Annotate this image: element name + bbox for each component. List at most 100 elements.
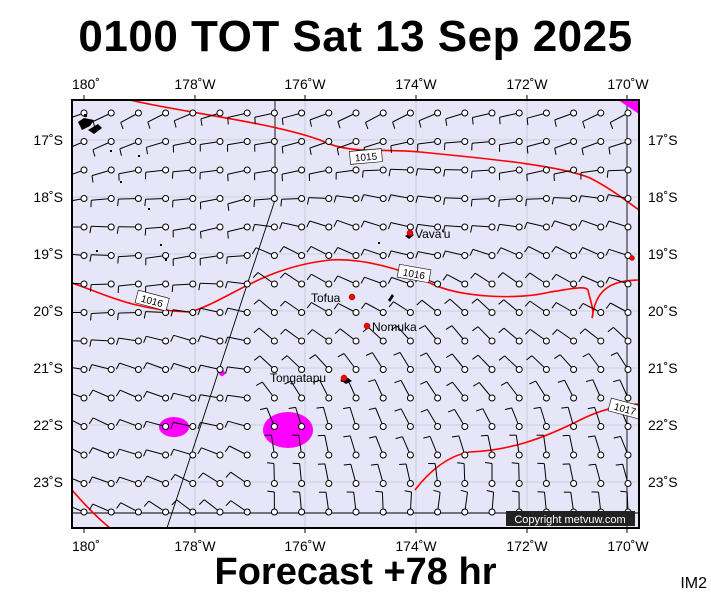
wind-barb	[336, 138, 360, 156]
wind-barb	[498, 299, 523, 316]
wind-barb	[170, 334, 197, 345]
wind-barb	[443, 195, 469, 205]
wind-barb	[552, 329, 578, 345]
lat-label: 19˚S	[648, 246, 678, 262]
wind-barb	[333, 247, 360, 259]
wind-barb	[480, 434, 496, 459]
wind-barb	[551, 246, 578, 259]
wind-barb	[72, 393, 88, 402]
wind-barb	[445, 109, 469, 126]
wind-barb	[198, 280, 224, 291]
lon-label: 178˚W	[174, 76, 216, 92]
wind-barb	[498, 195, 523, 208]
wind-barb	[471, 166, 496, 179]
wind-barb	[72, 477, 88, 487]
wind-barb	[609, 109, 632, 130]
wind-barb	[171, 280, 197, 293]
wind-barb	[333, 219, 360, 231]
wind-barb	[523, 222, 550, 231]
latitude-labels-right: 17˚S 18˚S 19˚S 20˚S 21˚S 22˚S 23˚S	[648, 132, 678, 490]
wind-barb	[89, 337, 115, 347]
wind-barb	[415, 251, 442, 259]
place-marker-vavau	[406, 229, 414, 237]
wind-barb	[227, 138, 251, 152]
wind-barb	[360, 276, 387, 288]
place-marker-nomuka	[363, 322, 371, 330]
lat-label: 17˚S	[648, 132, 678, 148]
lon-label: 180˚	[72, 76, 100, 92]
wind-barb	[578, 302, 605, 316]
wind-barb	[309, 109, 333, 127]
wind-barb	[362, 166, 387, 178]
wind-barb	[72, 280, 88, 288]
wind-barb	[306, 245, 333, 259]
wind-barb	[225, 500, 251, 516]
wind-barb	[279, 222, 306, 231]
wind-barb	[578, 247, 605, 259]
wind-barb	[281, 166, 306, 182]
wind-barb	[281, 109, 306, 126]
wind-barb	[170, 448, 197, 459]
wind-barb	[89, 223, 115, 234]
wind-barb	[500, 381, 523, 402]
wind-barb	[582, 109, 605, 129]
wind-barb	[486, 490, 496, 516]
wind-barb	[392, 109, 414, 129]
wind-barb	[337, 353, 360, 373]
lat-label: 23˚S	[33, 474, 63, 490]
isobar-1017	[414, 403, 639, 491]
wind-barb	[147, 109, 170, 129]
wind-barb	[472, 326, 496, 345]
wind-barb	[144, 223, 170, 236]
isobar-label: 1016	[402, 268, 426, 283]
wind-barb	[227, 223, 251, 239]
wind-barb	[368, 379, 387, 402]
wind-barb	[119, 138, 142, 156]
place-label-tongatapu: Tongatapu	[270, 371, 326, 385]
wind-barb	[605, 276, 632, 288]
place-label-tofua: Tofua	[311, 291, 341, 305]
wind-barb	[288, 406, 306, 430]
wind-barb	[337, 109, 360, 129]
lon-label: 172˚W	[506, 538, 548, 554]
wind-barb	[333, 195, 360, 203]
island	[88, 124, 102, 134]
place-marker-east	[629, 255, 635, 261]
wind-barb	[470, 223, 496, 233]
wind-barb	[118, 166, 142, 181]
wind-barb	[92, 109, 115, 129]
lat-label: 22˚S	[33, 417, 63, 433]
wind-barb	[319, 491, 333, 516]
wind-barb	[292, 462, 306, 487]
wind-barb	[307, 195, 333, 205]
wind-barb	[394, 408, 414, 430]
wind-barb	[197, 335, 224, 345]
wind-barb	[172, 195, 197, 208]
copyright-box	[506, 511, 635, 526]
wind-barb	[92, 138, 115, 157]
copyright-text: Copyright metvuw.com	[514, 514, 625, 526]
place-label-vavau: Vava'u	[415, 227, 450, 241]
wind-barb	[613, 435, 632, 459]
wind-barb	[554, 138, 578, 155]
wind-barb	[264, 434, 278, 459]
wind-barb	[394, 379, 414, 402]
wind-barb	[578, 275, 605, 288]
wind-barb	[279, 246, 306, 259]
wind-barb	[496, 247, 523, 259]
wind-barb	[227, 166, 251, 182]
lat-label: 20˚S	[648, 303, 678, 319]
wind-barb	[504, 407, 523, 430]
wind-barb	[200, 223, 224, 239]
wind-barb	[117, 252, 142, 264]
wind-barb	[442, 250, 469, 259]
island	[138, 155, 140, 157]
wind-barb	[72, 337, 88, 345]
wind-barb	[533, 406, 550, 430]
wind-barb	[225, 394, 251, 403]
wind-barb	[388, 301, 414, 316]
wind-barb	[415, 195, 442, 203]
wind-barb	[143, 449, 170, 459]
wind-barb	[172, 166, 197, 179]
wind-barb	[610, 352, 632, 373]
